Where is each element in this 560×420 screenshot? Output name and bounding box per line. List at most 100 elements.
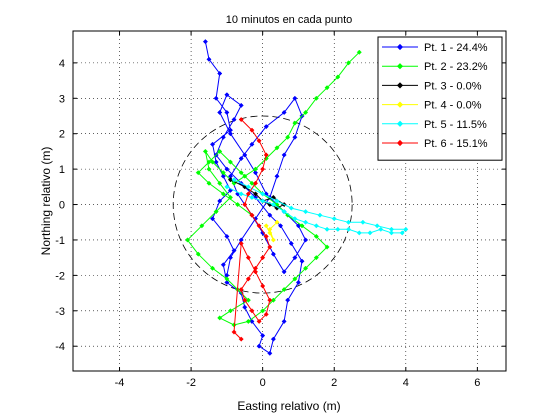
data-point — [295, 223, 301, 229]
data-point — [292, 95, 298, 101]
data-point — [245, 184, 251, 190]
legend-marker — [396, 43, 404, 51]
y-tick-label: 2 — [59, 129, 65, 141]
legend-item: Pt. 5 - 11.5% — [382, 119, 487, 131]
data-point — [260, 308, 266, 314]
data-point — [220, 191, 226, 197]
data-point — [238, 240, 244, 247]
data-point — [299, 258, 305, 264]
data-point — [299, 223, 305, 229]
data-point — [242, 297, 248, 303]
data-point — [184, 237, 191, 243]
data-point — [217, 70, 223, 77]
data-point — [210, 216, 216, 222]
y-tick-label: -4 — [55, 341, 65, 353]
legend-item: Pt. 3 - 0.0% — [382, 80, 482, 92]
data-point — [303, 109, 309, 116]
series-2 — [184, 49, 362, 328]
data-point — [345, 60, 352, 66]
data-point — [195, 251, 201, 257]
data-point — [274, 219, 280, 225]
data-point — [249, 194, 255, 201]
data-point — [388, 230, 395, 236]
series-layer — [184, 39, 409, 356]
data-point — [238, 155, 244, 162]
data-point — [274, 198, 280, 204]
data-point — [367, 230, 373, 236]
legend-box — [377, 36, 503, 161]
data-point — [238, 286, 244, 293]
data-point — [231, 116, 237, 123]
data-point — [324, 85, 330, 91]
data-point — [206, 159, 212, 165]
data-point — [242, 173, 248, 179]
x-tick-label: 4 — [403, 377, 409, 389]
y-tick-label: -2 — [55, 270, 65, 282]
y-tick-label: -3 — [55, 306, 65, 318]
data-point — [281, 318, 287, 324]
data-point — [345, 219, 352, 225]
data-point — [252, 166, 259, 172]
data-point — [292, 255, 298, 261]
data-point — [388, 226, 395, 232]
x-tick-label: -4 — [115, 377, 125, 389]
legend-item: Pt. 6 - 15.1% — [382, 138, 488, 150]
data-point — [281, 286, 287, 293]
data-point — [263, 233, 269, 239]
data-point — [281, 209, 287, 215]
x-axis-label: Easting relativo (m) — [237, 399, 340, 413]
legend-marker — [396, 63, 404, 70]
legend-marker — [396, 120, 404, 127]
series-line — [226, 179, 408, 234]
data-point — [399, 230, 405, 236]
data-point — [313, 95, 319, 101]
legend-item: Pt. 4 - 0.0% — [382, 100, 482, 112]
data-point — [213, 159, 219, 165]
data-point — [274, 145, 280, 151]
data-point — [231, 177, 237, 183]
legend-marker — [396, 139, 404, 147]
data-point — [206, 56, 212, 62]
data-point — [231, 248, 237, 254]
legend-label: Pt. 5 - 11.5% — [424, 119, 487, 131]
data-point — [242, 152, 248, 158]
data-point — [224, 166, 230, 172]
data-point — [213, 95, 219, 101]
data-point — [270, 251, 276, 257]
data-point — [260, 255, 266, 261]
data-point — [303, 219, 309, 225]
data-point — [206, 166, 212, 172]
data-point — [335, 74, 341, 80]
data-point — [360, 219, 366, 225]
data-point — [267, 230, 273, 236]
data-point — [224, 279, 230, 286]
data-point — [303, 265, 309, 271]
data-point — [263, 124, 269, 130]
data-point — [217, 315, 223, 321]
legend-label: Pt. 2 - 23.2% — [424, 61, 488, 73]
data-point — [238, 102, 244, 108]
data-point — [345, 226, 352, 232]
data-point — [260, 230, 266, 236]
data-point — [295, 279, 301, 286]
data-point — [202, 148, 208, 154]
data-point — [331, 216, 337, 222]
data-point — [227, 308, 234, 314]
data-point — [281, 152, 287, 158]
data-point — [224, 276, 230, 282]
data-point — [249, 127, 255, 133]
data-point — [374, 223, 380, 229]
data-point — [235, 201, 241, 208]
data-point — [206, 180, 212, 186]
data-point — [227, 177, 234, 183]
data-point — [249, 180, 255, 186]
data-point — [292, 276, 298, 282]
y-axis-label: Northing relativo (m) — [39, 147, 53, 256]
data-point — [270, 237, 276, 243]
data-point — [270, 297, 276, 303]
x-tick-label: -2 — [186, 377, 196, 389]
data-point — [270, 201, 276, 208]
data-point — [317, 212, 323, 218]
data-point — [238, 116, 244, 123]
